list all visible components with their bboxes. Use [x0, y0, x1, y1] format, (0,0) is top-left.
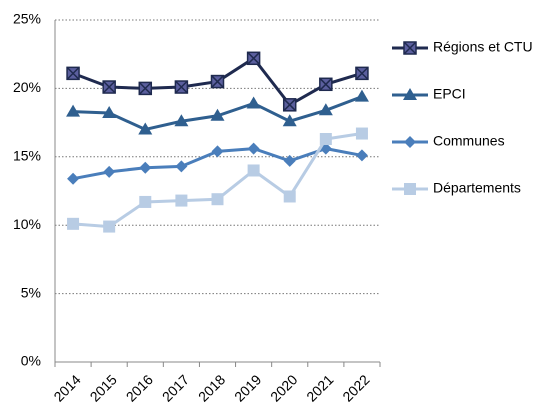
- legend-marker: [404, 183, 416, 195]
- point: [354, 89, 369, 102]
- point: [319, 133, 332, 146]
- point: [66, 66, 80, 81]
- legend-label: Communes: [433, 133, 505, 149]
- point: [139, 195, 152, 208]
- y-tick-label: 20%: [13, 79, 41, 95]
- point: [103, 165, 116, 178]
- point: [174, 114, 189, 127]
- point: [175, 194, 188, 207]
- point: [67, 217, 80, 230]
- point: [66, 104, 81, 117]
- point: [138, 122, 153, 135]
- point: [283, 154, 296, 167]
- legend-label: Départements: [433, 180, 521, 196]
- legend-marker: [404, 136, 416, 148]
- point: [103, 220, 116, 233]
- x-tick-label: 2019: [231, 371, 264, 404]
- point: [355, 66, 369, 81]
- point: [247, 164, 260, 177]
- x-tick-label: 2018: [195, 371, 228, 404]
- point: [282, 114, 297, 127]
- x-tick-label: 2016: [123, 371, 156, 404]
- point: [355, 127, 368, 140]
- point: [319, 77, 333, 92]
- legend-marker: [403, 88, 417, 100]
- x-tick-label: 2020: [267, 371, 300, 404]
- point: [211, 145, 224, 158]
- legend-marker: [403, 41, 417, 55]
- y-tick-label: 5%: [21, 284, 41, 300]
- point: [282, 98, 297, 112]
- y-tick-label: 25%: [13, 11, 41, 27]
- x-tick-label: 2017: [159, 371, 192, 404]
- point: [283, 190, 296, 203]
- point: [102, 106, 117, 119]
- y-tick-label: 10%: [13, 216, 41, 232]
- point: [211, 193, 224, 206]
- point: [210, 108, 225, 121]
- x-tick-label: 2022: [339, 371, 372, 404]
- point: [246, 51, 261, 66]
- point: [210, 74, 225, 89]
- point: [175, 160, 188, 173]
- point: [247, 142, 260, 155]
- legend-label: Régions et CTU: [433, 39, 533, 55]
- point: [355, 149, 368, 162]
- point: [138, 81, 153, 96]
- point: [174, 80, 189, 94]
- point: [102, 80, 116, 94]
- point: [318, 103, 333, 116]
- y-tick-label: 15%: [13, 148, 41, 164]
- x-tick-label: 2015: [87, 371, 120, 404]
- x-tick-label: 2014: [50, 371, 83, 404]
- point: [139, 161, 152, 174]
- legend-label: EPCI: [433, 86, 466, 102]
- y-tick-label: 0%: [21, 353, 41, 369]
- point: [67, 172, 80, 185]
- x-tick-label: 2021: [303, 371, 336, 404]
- point: [246, 96, 261, 109]
